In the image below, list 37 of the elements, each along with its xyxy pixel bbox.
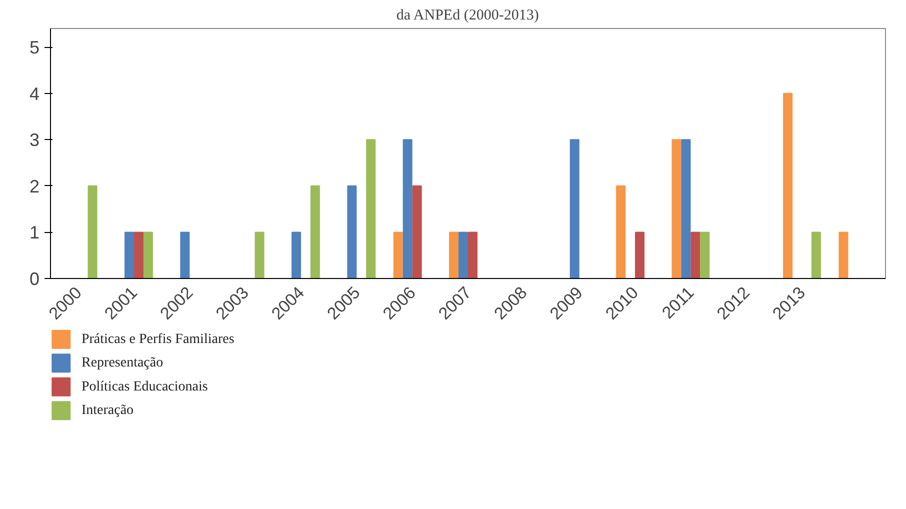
bar [681, 139, 691, 278]
bar [393, 232, 403, 278]
y-tick-label: 3 [29, 130, 40, 150]
bar [254, 232, 264, 278]
bar [412, 185, 422, 278]
bar [783, 92, 793, 278]
bar [570, 139, 580, 278]
bar [180, 232, 190, 278]
bar [366, 139, 376, 278]
bar [634, 232, 644, 278]
y-tick-label: 2 [29, 176, 40, 196]
bar [134, 232, 144, 278]
y-tick-label: 4 [29, 84, 40, 104]
bar [468, 232, 478, 278]
legend-label: Práticas e Perfis Familiares [81, 332, 234, 347]
bar [838, 232, 848, 278]
bar [402, 139, 412, 278]
bar [700, 232, 710, 278]
bar [124, 232, 134, 278]
bar [690, 232, 700, 278]
bar [143, 232, 153, 278]
bar [616, 185, 626, 278]
y-tick-label: 1 [29, 222, 40, 243]
bar [310, 185, 320, 278]
legend-label: Representação [81, 356, 164, 371]
legend-label: Políticas Educacionais [81, 379, 208, 394]
bar [811, 232, 821, 278]
bar [672, 139, 682, 278]
bar [449, 232, 459, 278]
bar [347, 185, 357, 278]
bar [88, 185, 98, 278]
y-tick-label: 0 [29, 269, 40, 289]
legend-label: Interação [81, 403, 134, 418]
chart-title: da ANPEd (2000-2013) [396, 8, 539, 24]
bar [458, 232, 468, 278]
bar [292, 232, 302, 278]
y-tick-label: 5 [29, 38, 40, 58]
